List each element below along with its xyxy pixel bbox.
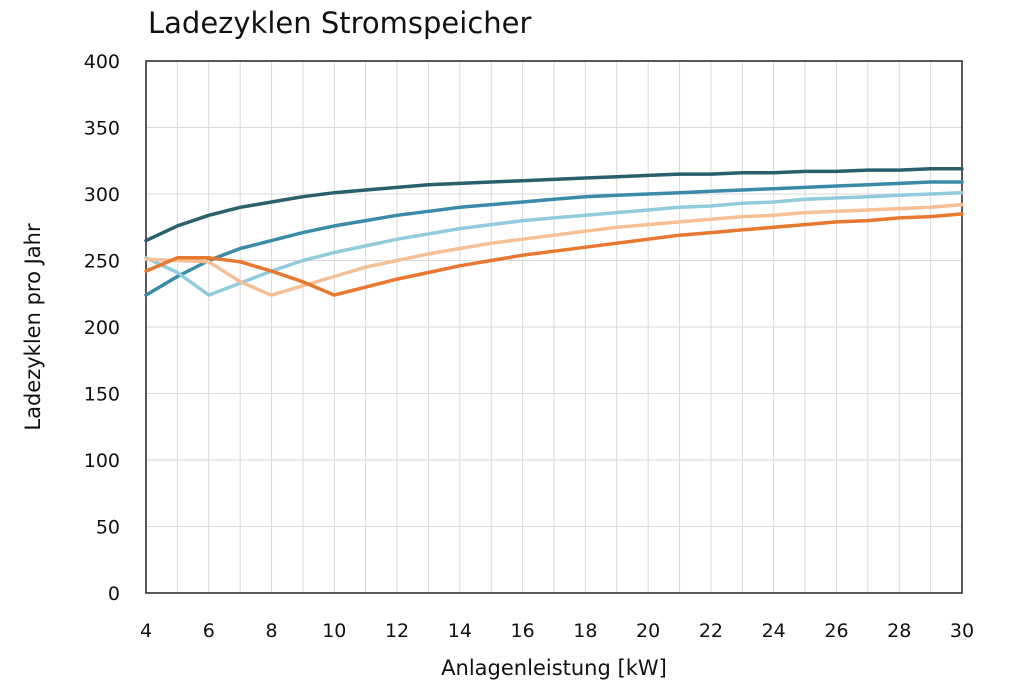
y-tick-label: 150 [84,384,120,406]
y-tick-label: 50 [96,517,120,539]
chart-title: Ladezyklen Stromspeicher [148,6,532,40]
series-line-5 [144,212,964,297]
y-tick-labels: 0 50 100 150 200 250 300 350 400 [84,51,120,605]
x-axis-title: Anlagenleistung [kW] [441,656,667,680]
series-line-2 [144,180,964,297]
x-tick-label: 8 [265,620,277,642]
x-tick-label: 4 [140,620,152,642]
grid [146,61,962,593]
x-tick-label: 22 [699,620,723,642]
y-tick-label: 350 [84,118,120,140]
y-tick-label: 100 [84,450,120,472]
series-line-3 [144,190,964,297]
series-line-1 [144,166,964,243]
x-tick-label: 18 [573,620,597,642]
x-tick-label: 30 [950,620,974,642]
x-tick-label: 20 [636,620,660,642]
y-tick-label: 400 [84,51,120,73]
x-tick-label: 28 [887,620,911,642]
x-tick-label: 24 [762,620,786,642]
x-tick-label: 14 [448,620,472,642]
y-tick-label: 300 [84,184,120,206]
x-tick-labels: 4 6 8 10 12 14 16 18 20 22 24 26 28 30 [140,620,974,642]
series-group [144,166,964,297]
x-tick-label: 6 [203,620,215,642]
plot-area-border [145,60,963,594]
y-tick-label: 0 [108,583,120,605]
x-tick-label: 26 [824,620,848,642]
x-tick-label: 10 [322,620,346,642]
y-axis-title: Ladezyklen pro Jahr [21,223,45,431]
y-tick-label: 250 [84,251,120,273]
x-tick-label: 16 [511,620,535,642]
y-tick-label: 200 [84,317,120,339]
series-line-4 [144,202,964,297]
x-tick-label: 12 [385,620,409,642]
